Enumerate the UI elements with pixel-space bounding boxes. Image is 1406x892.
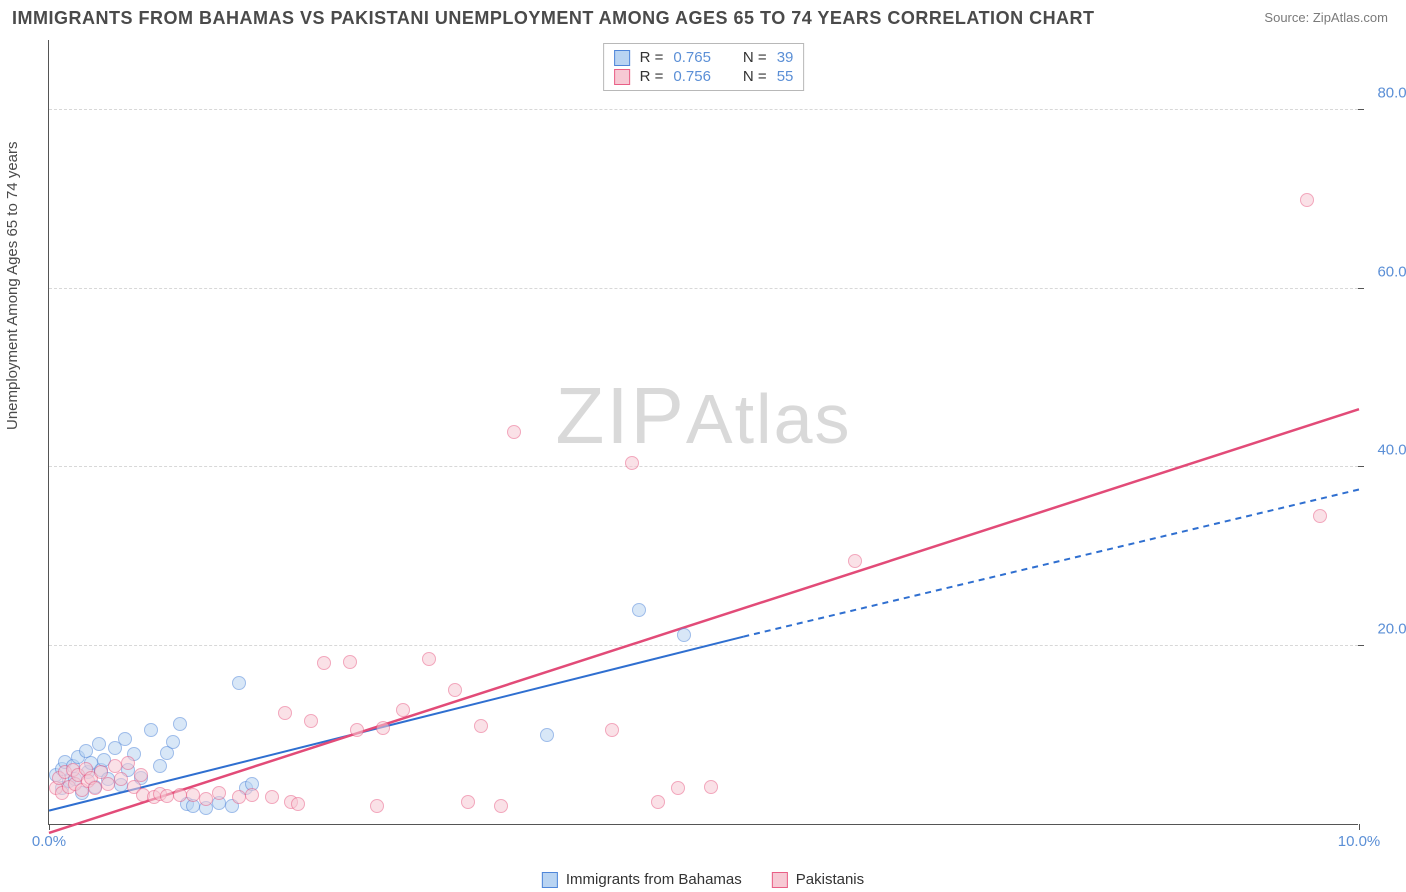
data-point-bahamas [118,732,132,746]
trend-lines-layer [49,39,1359,824]
data-point-bahamas [173,717,187,731]
data-point-pakistanis [304,714,318,728]
data-point-pakistanis [317,656,331,670]
data-point-pakistanis [121,756,135,770]
data-point-pakistanis [605,723,619,737]
data-point-pakistanis [704,780,718,794]
x-tick-label: 10.0% [1338,833,1381,850]
legend-label: Pakistanis [796,871,864,888]
data-point-bahamas [144,723,158,737]
y-tick-label: 80.0% [1377,85,1406,102]
legend-swatch [542,872,558,888]
data-point-pakistanis [134,768,148,782]
trend-line-dashed-bahamas [743,489,1359,636]
data-point-pakistanis [291,797,305,811]
data-point-pakistanis [186,788,200,802]
data-point-pakistanis [232,790,246,804]
source-label: Source: [1264,10,1309,25]
y-tick-label: 60.0% [1377,263,1406,280]
data-point-pakistanis [494,799,508,813]
x-tick-mark [1359,824,1360,830]
legend-item: Pakistanis [772,871,864,888]
x-tick-mark [49,824,50,830]
data-point-pakistanis [507,425,521,439]
x-tick-label: 0.0% [32,833,66,850]
data-point-bahamas [232,676,246,690]
chart-container: IMMIGRANTS FROM BAHAMAS VS PAKISTANI UNE… [0,0,1406,892]
data-point-pakistanis [651,795,665,809]
data-point-pakistanis [173,788,187,802]
data-point-pakistanis [278,706,292,720]
data-point-pakistanis [448,683,462,697]
data-point-bahamas [540,728,554,742]
data-point-pakistanis [376,721,390,735]
plot-area: ZIPAtlas R =0.765N =39R =0.756N =55 20.0… [48,40,1358,825]
data-point-pakistanis [461,795,475,809]
data-point-pakistanis [199,792,213,806]
data-point-pakistanis [625,456,639,470]
data-point-pakistanis [245,788,259,802]
data-point-pakistanis [396,703,410,717]
data-point-pakistanis [343,655,357,669]
data-point-pakistanis [474,719,488,733]
data-point-bahamas [632,603,646,617]
data-point-pakistanis [101,777,115,791]
series-legend: Immigrants from Bahamas Pakistanis [542,871,864,888]
y-tick-label: 20.0% [1377,620,1406,637]
data-point-bahamas [677,628,691,642]
trend-line-pakistanis [49,409,1359,833]
data-point-pakistanis [88,781,102,795]
data-point-pakistanis [1300,193,1314,207]
data-point-pakistanis [370,799,384,813]
data-point-pakistanis [212,786,226,800]
data-point-pakistanis [160,789,174,803]
y-tick-label: 40.0% [1377,442,1406,459]
source-value: ZipAtlas.com [1313,10,1388,25]
data-point-bahamas [153,759,167,773]
data-point-bahamas [166,735,180,749]
chart-title: IMMIGRANTS FROM BAHAMAS VS PAKISTANI UNE… [12,8,1095,29]
data-point-pakistanis [114,772,128,786]
legend-label: Immigrants from Bahamas [566,871,742,888]
source-attribution: Source: ZipAtlas.com [1264,10,1388,25]
data-point-pakistanis [350,723,364,737]
legend-item: Immigrants from Bahamas [542,871,742,888]
data-point-pakistanis [671,781,685,795]
legend-swatch [772,872,788,888]
data-point-pakistanis [108,759,122,773]
y-axis-label: Unemployment Among Ages 65 to 74 years [4,141,21,430]
data-point-pakistanis [265,790,279,804]
data-point-bahamas [92,737,106,751]
data-point-pakistanis [422,652,436,666]
data-point-pakistanis [1313,509,1327,523]
data-point-pakistanis [848,554,862,568]
